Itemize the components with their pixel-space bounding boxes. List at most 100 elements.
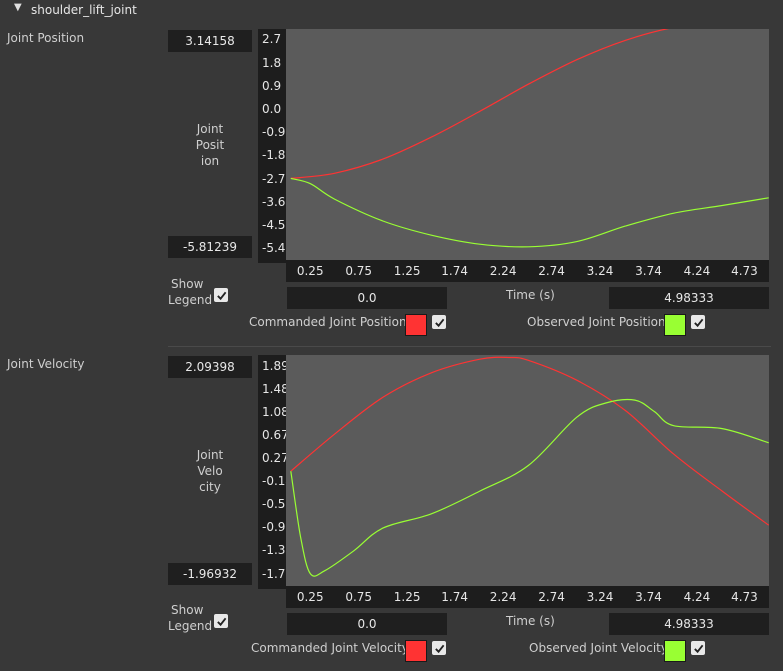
check-icon	[216, 291, 226, 300]
y-tick-label: -0.95	[262, 520, 294, 535]
x-tick-label: 3.24	[586, 264, 614, 278]
panel-label: Joint Position	[7, 31, 85, 45]
x-start-field[interactable]: 0.0	[287, 613, 447, 635]
x-axis-title: Time (s)	[506, 288, 555, 302]
x-tick-label: 4.24	[683, 590, 711, 604]
x-tick-label: 2.24	[489, 264, 517, 278]
x-tick-label: 2.24	[489, 590, 517, 604]
show-legend-checkbox[interactable]	[214, 288, 228, 302]
series-line-observed-joint-velocity	[290, 398, 769, 577]
y-tick-label: 1.8	[262, 55, 282, 70]
y-axis-label-line: Joint	[196, 448, 224, 462]
y-tick-label: 0.67	[262, 427, 289, 442]
y-tick-label: 1.89	[262, 358, 289, 373]
check-icon	[693, 318, 703, 327]
y-min-field[interactable]: -5.81239	[168, 236, 252, 258]
series-line-observed-joint-position	[290, 177, 769, 248]
y-tick-label: 0.9	[262, 78, 282, 93]
y-max-field[interactable]: 3.14158	[168, 30, 252, 52]
show-legend-label: Legend	[168, 293, 213, 307]
legend-commanded-color-swatch[interactable]	[405, 314, 427, 336]
y-tick-label: -0.55	[262, 497, 294, 512]
x-tick-label: 0.25	[296, 590, 324, 604]
y-axis-label: Joint Velo city	[180, 447, 240, 495]
legend-observed-color-swatch[interactable]	[664, 314, 686, 336]
y-axis-label-line: city	[199, 480, 221, 494]
joint-header[interactable]: ▼ shoulder_lift_joint	[0, 0, 783, 22]
y-tick-label: -0.14	[262, 474, 294, 488]
chart-svg	[290, 29, 769, 248]
panel-divider	[168, 346, 771, 347]
chart-svg	[290, 356, 769, 577]
x-end-field[interactable]: 4.98333	[609, 613, 769, 635]
check-icon	[216, 617, 226, 626]
y-tick-label: -5.4	[262, 241, 286, 256]
show-legend-label: Show	[171, 277, 204, 291]
y-tick-label: 0.0	[262, 102, 282, 117]
legend-commanded-checkbox[interactable]	[432, 315, 446, 329]
legend-observed-checkbox[interactable]	[691, 641, 705, 655]
series-line-commanded-joint-position	[290, 29, 670, 179]
legend-commanded-label: Commanded Joint Position	[249, 315, 407, 329]
y-tick-column: 2.7 1.8 0.9 0.0 -0.9 -1.8 -2.7 -3.6 -4.5 -5.4	[258, 29, 286, 263]
plot-area[interactable]	[286, 29, 769, 260]
x-tick-label: 4.24	[683, 264, 711, 278]
x-tick-label: 3.24	[586, 590, 614, 604]
y-tick-label: 2.7	[262, 32, 282, 47]
check-icon	[693, 644, 703, 653]
show-legend-label: Show	[171, 603, 204, 617]
y-tick-label: -2.7	[262, 171, 286, 186]
y-axis-label-line: Posit	[195, 138, 225, 152]
x-axis-title: Time (s)	[506, 614, 555, 628]
y-tick-label: -4.5	[262, 218, 286, 233]
x-tick-label: 1.74	[441, 590, 468, 604]
y-axis-label-line: ion	[200, 154, 220, 168]
y-tick-label: 0.27	[262, 450, 289, 465]
y-tick-column: 1.89 1.48 1.08 0.67 0.27 -0.14 -0.55 -0.95 -1.36…	[258, 355, 293, 589]
x-tick-label: 0.75	[345, 590, 373, 604]
legend-observed-color-swatch[interactable]	[664, 640, 686, 662]
y-axis-label-line: Velo	[197, 464, 223, 478]
y-axis-label: Joint Posit ion	[180, 121, 240, 169]
x-tick-label: 0.75	[345, 264, 373, 278]
y-tick-label: -0.9	[262, 125, 286, 140]
y-axis-label-line: Joint	[196, 122, 224, 136]
check-icon	[434, 318, 444, 327]
panel-label: Joint Velocity	[7, 357, 85, 371]
x-start-field[interactable]: 0.0	[287, 287, 447, 309]
series-line-commanded-joint-velocity	[290, 356, 769, 526]
y-min-field[interactable]: -1.96932	[168, 563, 252, 585]
legend-observed-label: Observed Joint Velocity	[529, 641, 668, 655]
x-tick-row: 0.25 0.75 1.25 1.74 2.24 2.74 3.24 3.74 4.24 4.73	[286, 260, 769, 282]
x-tick-label: 2.74	[538, 264, 565, 278]
legend-observed-label: Observed Joint Position	[527, 315, 666, 329]
x-end-field[interactable]: 4.98333	[609, 287, 769, 309]
legend-observed-checkbox[interactable]	[691, 315, 705, 329]
x-tick-label: 4.73	[731, 590, 758, 604]
collapse-triangle-icon[interactable]: ▼	[14, 2, 22, 13]
x-tick-label: 1.74	[441, 264, 468, 278]
y-tick-label: 1.08	[262, 404, 289, 419]
y-tick-label: -1.77	[262, 566, 294, 581]
x-tick-label: 1.25	[393, 264, 421, 278]
y-tick-label: -1.36	[262, 543, 294, 558]
y-tick-label: -1.8	[262, 148, 286, 163]
show-legend-checkbox[interactable]	[214, 614, 228, 628]
legend-commanded-checkbox[interactable]	[432, 641, 446, 655]
y-max-field[interactable]: 2.09398	[168, 356, 252, 378]
x-tick-row: 0.25 0.75 1.25 1.74 2.24 2.74 3.24 3.74 4.24 4.73	[286, 586, 769, 608]
x-tick-label: 2.74	[538, 590, 565, 604]
check-icon	[434, 644, 444, 653]
legend-commanded-color-swatch[interactable]	[405, 640, 427, 662]
y-tick-label: -3.6	[262, 194, 286, 209]
x-tick-label: 3.74	[635, 264, 662, 278]
x-tick-label: 1.25	[393, 590, 421, 604]
y-tick-label: 1.48	[262, 381, 289, 396]
x-tick-label: 0.25	[296, 264, 324, 278]
legend-commanded-label: Commanded Joint Velocity	[251, 641, 409, 655]
plot-area[interactable]	[286, 355, 769, 586]
x-tick-label: 3.74	[635, 590, 662, 604]
joint-title: shoulder_lift_joint	[31, 3, 137, 17]
x-tick-label: 4.73	[731, 264, 758, 278]
show-legend-label: Legend	[168, 619, 213, 633]
